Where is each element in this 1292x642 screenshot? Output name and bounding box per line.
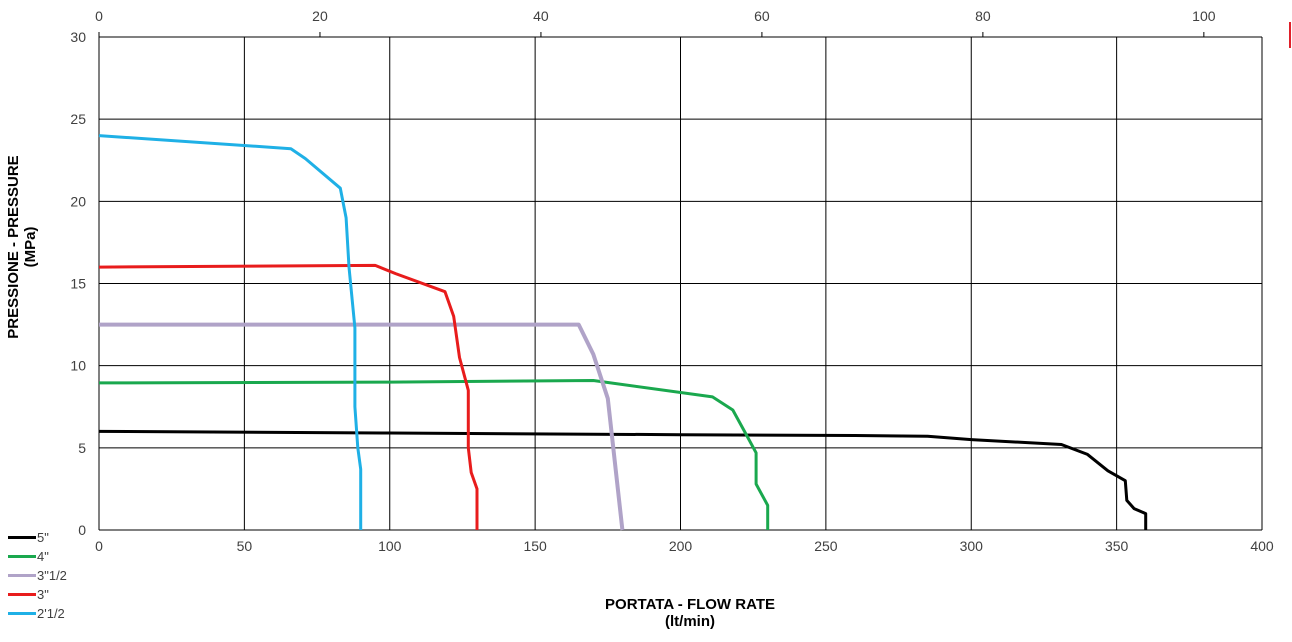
series-line: [98, 429, 1148, 530]
y-tick-label: 5: [78, 440, 86, 456]
legend-label: 4": [37, 549, 49, 564]
legend-label: 3": [37, 587, 49, 602]
x-tick-label: 50: [237, 538, 253, 554]
legend-swatch: [8, 574, 36, 577]
x-tick-label: 250: [814, 538, 838, 554]
y-axis-title-line1: PRESSIONE - PRESSURE: [5, 155, 22, 339]
x-tick-label: 400: [1250, 538, 1274, 554]
legend-item: 4": [8, 547, 67, 566]
grid: [98, 32, 1263, 531]
legend-label: 3"1/2: [37, 568, 67, 583]
legend-label: 2'1/2: [37, 606, 65, 621]
y-tick-label: 0: [78, 522, 86, 538]
x2-tick-label: 60: [754, 8, 770, 24]
x-axis-title-line2: (lt/min): [665, 613, 715, 630]
x-tick-label: 200: [669, 538, 693, 554]
y-axis-title-line2: (MPa): [22, 226, 39, 268]
x2-tick-label: 0: [95, 8, 103, 24]
x-tick-label: 300: [960, 538, 984, 554]
red-marker: [1289, 22, 1291, 48]
y-tick-label: 25: [70, 111, 86, 127]
legend-item: 2'1/2: [8, 604, 67, 623]
legend: 5" 4" 3"1/2 3" 2'1/2: [8, 528, 67, 623]
series-line: [98, 379, 770, 530]
series-group: [98, 134, 1148, 531]
y-tick-label: 10: [70, 358, 86, 374]
x-tick-label: 100: [378, 538, 402, 554]
series-line: [98, 263, 479, 530]
x-tick-label: 0: [95, 538, 103, 554]
x2-tick-label: 100: [1192, 8, 1216, 24]
x-axis-title: PORTATA - FLOW RATE (lt/min): [480, 596, 900, 630]
y-tick-label: 20: [70, 193, 86, 209]
y-tick-label: 15: [70, 276, 86, 292]
x2-tick-label: 20: [312, 8, 328, 24]
y-tick-label: 30: [70, 29, 86, 45]
legend-item: 5": [8, 528, 67, 547]
legend-label: 5": [37, 530, 49, 545]
legend-swatch: [8, 536, 36, 539]
x-axis-title-line1: PORTATA - FLOW RATE: [605, 596, 775, 613]
x2-tick-label: 80: [975, 8, 991, 24]
legend-swatch: [8, 555, 36, 558]
series-line: [99, 322, 625, 531]
x-tick-label: 150: [523, 538, 547, 554]
series-line: [98, 134, 363, 530]
x-tick-label: 350: [1105, 538, 1129, 554]
legend-swatch: [8, 593, 36, 596]
legend-item: 3": [8, 585, 67, 604]
legend-item: 3"1/2: [8, 566, 67, 585]
legend-swatch: [8, 612, 36, 615]
x2-tick-label: 40: [533, 8, 549, 24]
